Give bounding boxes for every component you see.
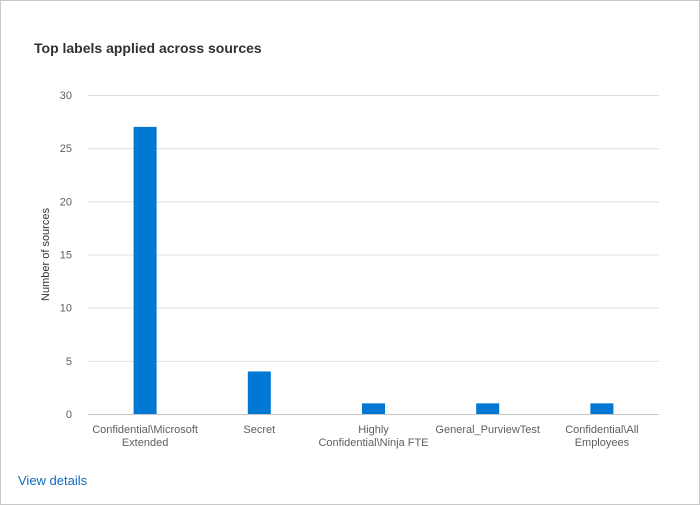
y-tick-label: 15 bbox=[60, 250, 72, 262]
y-tick-label: 25 bbox=[60, 143, 72, 155]
bar[interactable] bbox=[476, 403, 500, 414]
bar[interactable] bbox=[362, 403, 385, 414]
bars bbox=[133, 126, 614, 415]
y-tick-label: 0 bbox=[66, 409, 72, 421]
bar[interactable] bbox=[590, 403, 614, 414]
card-title: Top labels applied across sources bbox=[34, 40, 262, 56]
x-tick-label: Confidential\All Employees bbox=[565, 424, 638, 449]
y-axis-ticks: 0 5 10 15 20 25 30 bbox=[60, 90, 72, 421]
view-details-link[interactable]: View details bbox=[18, 473, 88, 488]
x-axis-ticks: Confidential\Microsoft Extended Secret High… bbox=[92, 424, 638, 449]
y-axis-label: Number of sources bbox=[40, 208, 52, 301]
bar-chart: 0 5 10 15 20 25 30 Confidential\Microsoft Exten… bbox=[40, 90, 659, 449]
x-tick-label: Highly Confidential\Ninja FTE bbox=[318, 424, 428, 449]
x-tick-label: General_PurviewTest bbox=[435, 424, 540, 436]
y-tick-label: 20 bbox=[60, 196, 72, 208]
gridlines bbox=[88, 95, 659, 415]
x-tick-label: Confidential\Microsoft Extended bbox=[92, 424, 198, 449]
bar[interactable] bbox=[247, 371, 271, 414]
y-tick-label: 5 bbox=[66, 356, 72, 368]
bar[interactable] bbox=[133, 126, 157, 415]
y-tick-label: 30 bbox=[60, 90, 72, 102]
y-tick-label: 10 bbox=[60, 303, 72, 315]
x-tick-label: Secret bbox=[243, 424, 275, 436]
